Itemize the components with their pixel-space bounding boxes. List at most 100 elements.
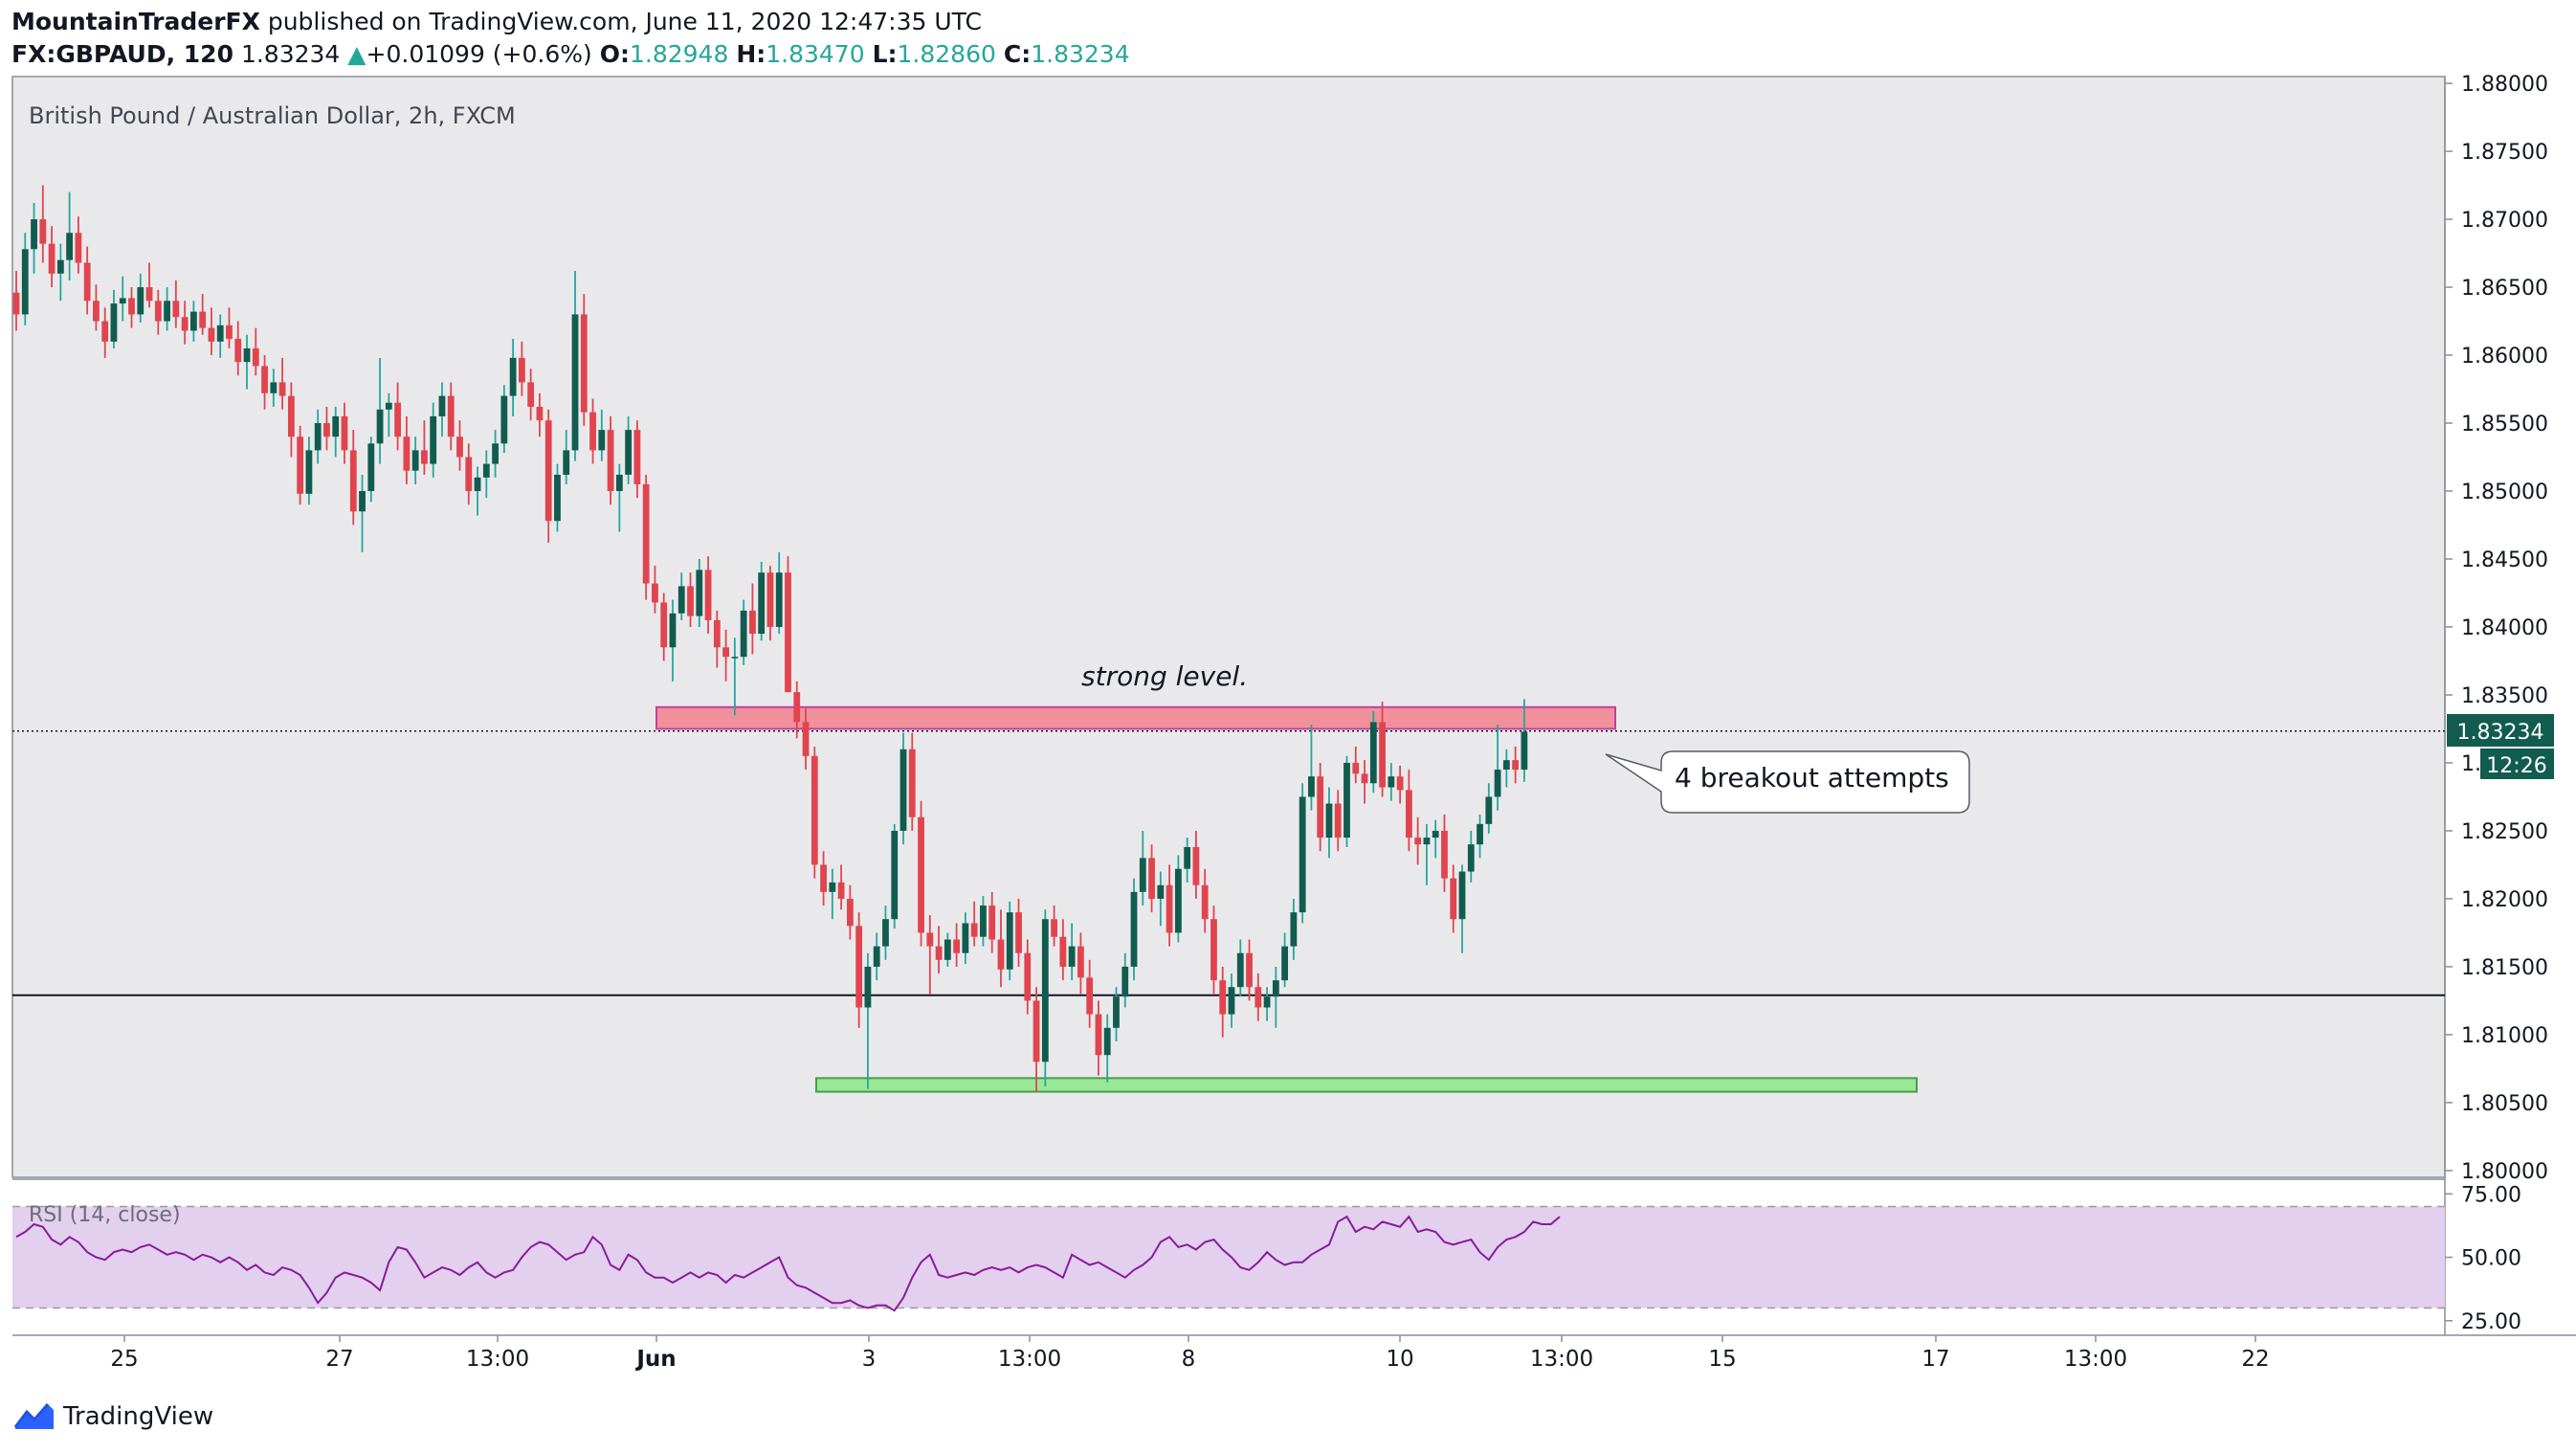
candle [359, 474, 366, 552]
price-tick-label: 1.82500 [2461, 820, 2548, 844]
candle-body [891, 830, 899, 920]
price-tick-label: 1.84000 [2461, 616, 2548, 640]
candle [1166, 864, 1173, 947]
candle-body [766, 572, 774, 627]
candle [234, 321, 242, 376]
candle-body [261, 366, 268, 393]
candle [1095, 1000, 1102, 1076]
candle [749, 583, 756, 655]
candle-body [1130, 891, 1138, 967]
candle [128, 287, 135, 328]
last-price-tag [2447, 714, 2554, 747]
candle-body [447, 395, 455, 437]
candle-body [1041, 919, 1049, 1062]
candle [891, 823, 899, 929]
rsi-band-group [12, 1205, 2445, 1309]
price-change: +0.01099 (+0.6%) [366, 40, 592, 68]
candle-body [56, 259, 64, 274]
candle [75, 216, 82, 274]
candle [1006, 901, 1013, 981]
callout-box [1605, 750, 1970, 814]
candles-group [12, 185, 1528, 1092]
candle-body [1317, 776, 1324, 838]
candle [633, 420, 641, 499]
candle-body [571, 314, 579, 451]
candle [1325, 787, 1333, 859]
candle [1174, 855, 1182, 943]
candle-body [75, 233, 82, 263]
candle [1228, 973, 1235, 1028]
time-tick-label: 13:00 [466, 1347, 529, 1372]
candle [66, 191, 74, 280]
candle-body [1502, 760, 1510, 771]
candle-body [31, 219, 37, 250]
candle-body [1379, 722, 1386, 788]
candle-body [1095, 1014, 1102, 1056]
candle [713, 610, 721, 668]
candle-body [1015, 912, 1022, 953]
candle-body [403, 436, 411, 471]
candle-body [1103, 1027, 1111, 1056]
candle-body [811, 755, 818, 865]
time-tick-label: 27 [325, 1347, 353, 1372]
candle [944, 932, 951, 967]
candle [696, 559, 703, 627]
candle [1352, 746, 1360, 784]
time-tick-label: 15 [1708, 1347, 1736, 1372]
tradingview-logo[interactable]: TradingView [13, 1402, 213, 1431]
candle [1059, 919, 1067, 981]
candle-body [740, 610, 747, 658]
callout-text: 4 breakout attempts [1675, 762, 1949, 794]
candle [571, 271, 579, 461]
candle [119, 276, 126, 322]
candle-body [500, 395, 508, 444]
candle [1255, 973, 1262, 1021]
candle [1494, 725, 1501, 811]
candle-body [154, 301, 162, 322]
candle [190, 301, 197, 342]
candle-body [1467, 844, 1475, 872]
candle-body [642, 483, 650, 584]
time-tick-label: 22 [2241, 1347, 2269, 1372]
candle-body [962, 923, 969, 953]
candle [314, 409, 322, 464]
candle [518, 341, 525, 396]
candle-body [341, 415, 348, 451]
candle-body [438, 395, 446, 416]
candle [1033, 987, 1040, 1092]
open-label: O: [599, 40, 630, 68]
support-zone [815, 1077, 1918, 1093]
candle-body [145, 287, 153, 302]
candle-body [332, 415, 340, 437]
high-label: H: [736, 40, 766, 68]
candle-body [226, 324, 233, 340]
candle-body [696, 570, 703, 616]
tradingview-logo-text: TradingView [63, 1402, 214, 1431]
candle-body [1521, 731, 1528, 771]
candle-body [1148, 858, 1155, 899]
candle-body [625, 430, 633, 475]
candle-body [953, 939, 961, 953]
candle [1184, 838, 1191, 883]
candle [1219, 966, 1227, 1038]
candle [1308, 725, 1315, 811]
author-name: MountainTraderFX [11, 8, 260, 35]
publish-info: MountainTraderFX published on TradingVie… [11, 8, 982, 35]
price-tick-label: 1.84500 [2461, 548, 2548, 572]
candle [172, 279, 180, 328]
time-tick-label: 17 [1921, 1347, 1949, 1372]
candle-body [1405, 790, 1412, 838]
candle-body [615, 474, 623, 492]
candle [1148, 844, 1155, 913]
candle [341, 402, 348, 464]
candle [988, 891, 996, 953]
candle [1344, 755, 1350, 847]
candle [226, 307, 233, 348]
candle-body [633, 430, 641, 484]
candle [1441, 814, 1448, 892]
candle [1450, 864, 1457, 933]
candle [766, 566, 774, 641]
candle [403, 415, 411, 484]
candle-body [181, 317, 189, 331]
